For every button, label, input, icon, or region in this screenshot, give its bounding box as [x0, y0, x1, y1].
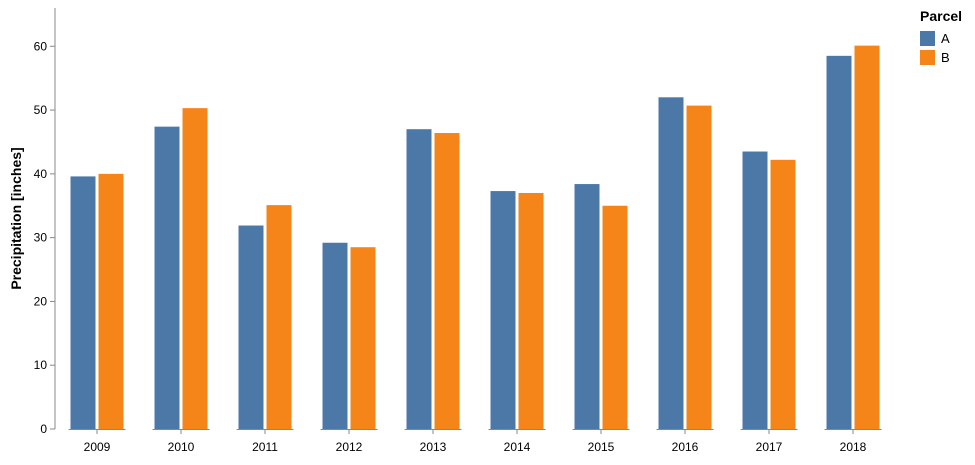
x-tick-label: 2011 — [252, 440, 278, 454]
y-tick-label: 50 — [34, 103, 48, 117]
x-tick-label: 2014 — [504, 440, 531, 454]
x-tick-label: 2013 — [420, 440, 447, 454]
bar-B-2012 — [350, 247, 376, 429]
bar-A-2014 — [490, 191, 516, 429]
legend-swatch-B — [920, 50, 935, 65]
legend-label-B: B — [941, 50, 950, 65]
y-axis-title: Precipitation [inches] — [8, 147, 24, 289]
x-axis: 2009 2010 2011 2012 2013 2014 2015 2016 2017 2018 — [68, 429, 882, 454]
y-tick-label: 40 — [34, 167, 48, 181]
y-tick-label: 60 — [34, 39, 48, 53]
bars — [70, 45, 880, 430]
bar-B-2009 — [98, 173, 124, 429]
legend-title: Parcel — [920, 8, 962, 24]
bar-A-2009 — [70, 176, 96, 429]
bar-B-2018 — [854, 45, 880, 429]
y-tick-label: 30 — [34, 231, 48, 245]
legend: Parcel AB — [920, 8, 962, 65]
bar-B-2013 — [434, 133, 460, 430]
x-tick-label: 2010 — [168, 440, 195, 454]
x-tick-label: 2015 — [588, 440, 615, 454]
y-tick-label: 10 — [34, 358, 48, 372]
bar-A-2017 — [742, 151, 768, 430]
y-tick-label: 0 — [40, 422, 47, 436]
bar-A-2011 — [238, 225, 264, 429]
bar-B-2016 — [686, 105, 712, 429]
bar-A-2016 — [658, 97, 684, 429]
x-tick-label: 2016 — [672, 440, 699, 454]
x-tick-label: 2018 — [840, 440, 867, 454]
bar-A-2015 — [574, 184, 600, 429]
bar-B-2014 — [518, 192, 544, 429]
x-tick-label: 2009 — [84, 440, 111, 454]
bar-B-2011 — [266, 205, 292, 429]
bar-B-2010 — [182, 108, 208, 429]
bar-A-2013 — [406, 129, 432, 430]
bar-A-2012 — [322, 242, 348, 429]
x-tick-label: 2012 — [336, 440, 363, 454]
y-tick-label: 20 — [34, 294, 48, 308]
legend-swatch-A — [920, 31, 935, 46]
legend-label-A: A — [941, 31, 950, 46]
y-axis: 0 10 20 30 40 50 60 — [34, 8, 56, 436]
bar-B-2015 — [602, 205, 628, 429]
bar-B-2017 — [770, 159, 796, 429]
x-tick-label: 2017 — [756, 440, 783, 454]
bar-A-2010 — [154, 126, 180, 430]
bar-A-2018 — [826, 55, 852, 429]
